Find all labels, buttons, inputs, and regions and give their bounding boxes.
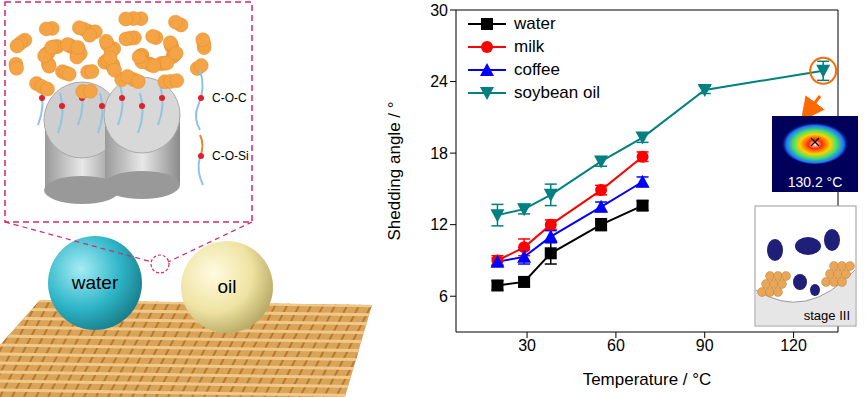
svg-text:Temperature / °C: Temperature / °C [583,370,712,389]
svg-text:60: 60 [607,337,625,354]
html-text:coffee: coffee [514,59,560,79]
svg-text:130.2 °C: 130.2 °C [788,174,843,190]
svg-text:18: 18 [430,145,448,162]
svg-text:oil: oil [217,276,236,297]
svg-text:6: 6 [439,288,448,305]
svg-text:24: 24 [430,73,448,90]
svg-text:Shedding angle / °: Shedding angle / ° [385,101,404,240]
svg-text:30: 30 [430,2,448,19]
svg-text:water: water [71,272,119,293]
html-text:soybean oil: soybean oil [514,82,600,102]
html-text:milk: milk [514,36,545,56]
svg-text:90: 90 [696,337,714,354]
svg-text:C-O-Si: C-O-Si [212,149,249,163]
svg-text:stage III: stage III [804,308,850,323]
svg-text:30: 30 [518,337,536,354]
html-text:water: water [514,13,556,33]
svg-text:C-O-C: C-O-C [212,91,247,105]
svg-text:12: 12 [430,216,448,233]
svg-text:120: 120 [780,337,807,354]
